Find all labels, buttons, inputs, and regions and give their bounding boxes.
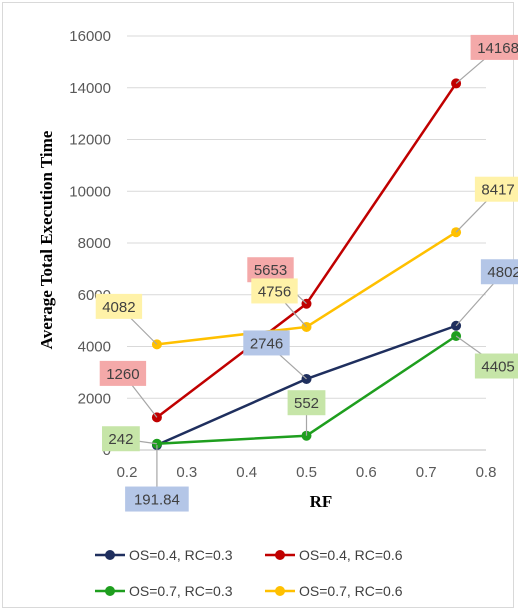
- data-label: 4802: [455, 259, 518, 327]
- legend-item: OS=0.4, RC=0.3: [95, 547, 233, 563]
- legend-item: OS=0.7, RC=0.6: [265, 583, 403, 599]
- data-label-text: 242: [108, 431, 133, 448]
- data-label-text: 2746: [250, 335, 283, 352]
- data-label-text: 4082: [102, 299, 135, 316]
- y-tick-label: 14000: [69, 80, 111, 97]
- data-label-text: 552: [294, 395, 319, 412]
- data-label-box: [247, 257, 294, 283]
- data-label-text: 1260: [106, 366, 139, 383]
- y-axis-title: Average Total Execution Time: [37, 130, 56, 349]
- y-tick-label: 16000: [69, 28, 111, 45]
- data-label: 552: [287, 390, 326, 436]
- legend-label: OS=0.4, RC=0.3: [129, 547, 233, 563]
- data-label-box: [287, 390, 326, 416]
- legend-label: OS=0.7, RC=0.3: [129, 583, 233, 599]
- data-label-text: 8417: [481, 182, 514, 199]
- data-label: 2746: [243, 330, 307, 380]
- x-axis-title: RF: [310, 492, 333, 511]
- data-label-box: [99, 360, 147, 386]
- data-label: 191.84: [125, 445, 189, 512]
- legend-label: OS=0.4, RC=0.6: [299, 547, 403, 563]
- data-label-box: [102, 426, 140, 452]
- x-tick-label: 0.7: [416, 464, 437, 481]
- legend-swatch-marker: [275, 550, 285, 560]
- data-label: 242: [102, 426, 157, 452]
- legend-swatch-marker: [275, 586, 285, 596]
- data-label-box: [474, 353, 518, 379]
- x-tick-label: 0.6: [356, 464, 377, 481]
- x-tick-label: 0.2: [117, 464, 138, 481]
- data-label-text: 4756: [258, 283, 291, 300]
- y-tick-label: 12000: [69, 132, 111, 149]
- data-label-text: 4802: [487, 264, 518, 281]
- y-tick-label: 2000: [78, 390, 111, 407]
- data-label: 5653: [247, 257, 307, 305]
- data-label: 4082: [95, 293, 158, 345]
- data-label: 8417: [455, 176, 518, 233]
- data-label-text: 5653: [254, 262, 287, 279]
- y-tick-label: 8000: [78, 235, 111, 252]
- legend-swatch-marker: [105, 586, 115, 596]
- data-label-box: [480, 259, 518, 285]
- legend-label: OS=0.7, RC=0.6: [299, 583, 403, 599]
- data-label: 4756: [251, 278, 307, 328]
- data-label: 14168: [455, 34, 518, 84]
- x-tick-label: 0.4: [236, 464, 257, 481]
- data-label-box: [251, 278, 298, 304]
- legend-item: OS=0.7, RC=0.3: [95, 583, 233, 599]
- x-tick-label: 0.8: [476, 464, 497, 481]
- data-label-box: [243, 330, 290, 356]
- y-tick-label: 4000: [78, 339, 111, 356]
- legend-item: OS=0.4, RC=0.6: [265, 547, 403, 563]
- x-tick-label: 0.3: [176, 464, 197, 481]
- x-tick-label: 0.5: [296, 464, 317, 481]
- data-label: 1260: [99, 360, 158, 418]
- y-tick-label: 10000: [69, 183, 111, 200]
- data-label-box: [470, 34, 518, 60]
- data-label-box: [95, 293, 143, 319]
- data-label: 4405: [455, 335, 518, 379]
- data-label-text: 4405: [481, 359, 514, 376]
- data-label-text: 191.84: [134, 492, 180, 509]
- data-label-text: 14168: [477, 40, 518, 57]
- data-label-box: [474, 176, 518, 202]
- data-label-box: [125, 486, 189, 512]
- legend-swatch-marker: [105, 550, 115, 560]
